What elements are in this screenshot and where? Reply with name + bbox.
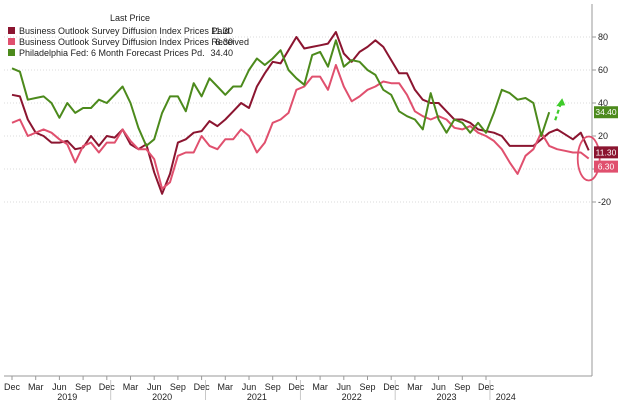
x-tick-label: Sep — [75, 382, 91, 392]
x-tick-label: Sep — [170, 382, 186, 392]
x-tick-label: Jun — [147, 382, 162, 392]
last-value-label: 6.30 — [598, 162, 615, 172]
trend-arrow-head — [556, 98, 566, 107]
x-tick-label: Dec — [383, 382, 400, 392]
legend-entry-prices-received: Business Outlook Survey Diffusion Index … — [8, 37, 249, 47]
x-year-label: 2024 — [496, 392, 516, 402]
x-tick-label: Dec — [478, 382, 495, 392]
x-tick-label: Jun — [337, 382, 352, 392]
x-year-label: 2019 — [57, 392, 77, 402]
x-tick-label: Sep — [359, 382, 375, 392]
series-lines — [11, 31, 590, 195]
legend-value-forecast-prices-paid: 34.40 — [210, 48, 233, 58]
x-year-label: 2023 — [436, 392, 456, 402]
x-axis-ticks: Dec Mar Jun Sep Dec Mar Jun Sep Dec Mar Jun Sep Dec M… — [4, 376, 516, 402]
x-tick-label: Sep — [265, 382, 281, 392]
x-tick-label: Mar — [407, 382, 423, 392]
x-tick-label: Dec — [288, 382, 305, 392]
legend-header: Last Price — [110, 13, 150, 23]
last-value-badge — [594, 106, 618, 119]
y-tick-label: 60 — [598, 65, 608, 75]
legend-label-prices-received: Business Outlook Survey Diffusion Index … — [19, 37, 249, 47]
x-tick-label: Dec — [194, 382, 211, 392]
legend-entry-prices-paid: Business Outlook Survey Diffusion Index … — [8, 26, 233, 36]
y-tick-label: 40 — [598, 98, 608, 108]
last-value-badges: 34.40 11.30 6.30 — [594, 106, 618, 173]
highlight-ellipse — [576, 135, 601, 182]
legend-value-prices-received: 6.30 — [215, 37, 233, 47]
x-tick-label: Dec — [4, 382, 21, 392]
y-tick-label: -20 — [598, 197, 611, 207]
series-line — [11, 64, 590, 190]
x-tick-label: Dec — [99, 382, 116, 392]
last-value-label: 11.30 — [596, 147, 617, 157]
legend-swatch-prices-received — [8, 38, 15, 45]
x-year-label: 2021 — [247, 392, 267, 402]
legend-swatch-forecast-prices-paid — [8, 49, 15, 56]
x-tick-label: Jun — [431, 382, 446, 392]
annotations — [554, 98, 601, 182]
x-tick-label: Mar — [218, 382, 234, 392]
x-tick-label: Jun — [242, 382, 257, 392]
series-line — [11, 39, 551, 147]
x-tick-label: Mar — [123, 382, 139, 392]
legend-entry-forecast-prices-paid: Philadelphia Fed: 6 Month Forecast Price… — [8, 48, 233, 58]
legend-value-prices-paid: 11.30 — [211, 26, 233, 36]
legend: Last Price Business Outlook Survey Diffu… — [8, 13, 249, 58]
x-tick-label: Sep — [454, 382, 470, 392]
legend-label-prices-paid: Business Outlook Survey Diffusion Index … — [19, 26, 229, 36]
series-line — [11, 31, 590, 195]
x-year-label: 2022 — [342, 392, 362, 402]
last-value-label: 34.40 — [595, 107, 617, 117]
x-tick-label: Mar — [312, 382, 328, 392]
legend-label-forecast-prices-paid: Philadelphia Fed: 6 Month Forecast Price… — [19, 48, 205, 58]
last-value-badge — [594, 160, 618, 173]
x-tick-label: Jun — [52, 382, 67, 392]
grid-lines — [4, 36, 592, 203]
y-tick-label: 20 — [598, 131, 608, 141]
y-tick-label: 80 — [598, 32, 608, 42]
axes — [4, 4, 593, 377]
legend-swatch-prices-paid — [8, 27, 15, 34]
x-year-label: 2020 — [152, 392, 172, 402]
y-axis-ticks: 806040200-20 — [592, 32, 611, 207]
x-tick-label: Mar — [28, 382, 44, 392]
last-value-badge — [594, 146, 618, 159]
